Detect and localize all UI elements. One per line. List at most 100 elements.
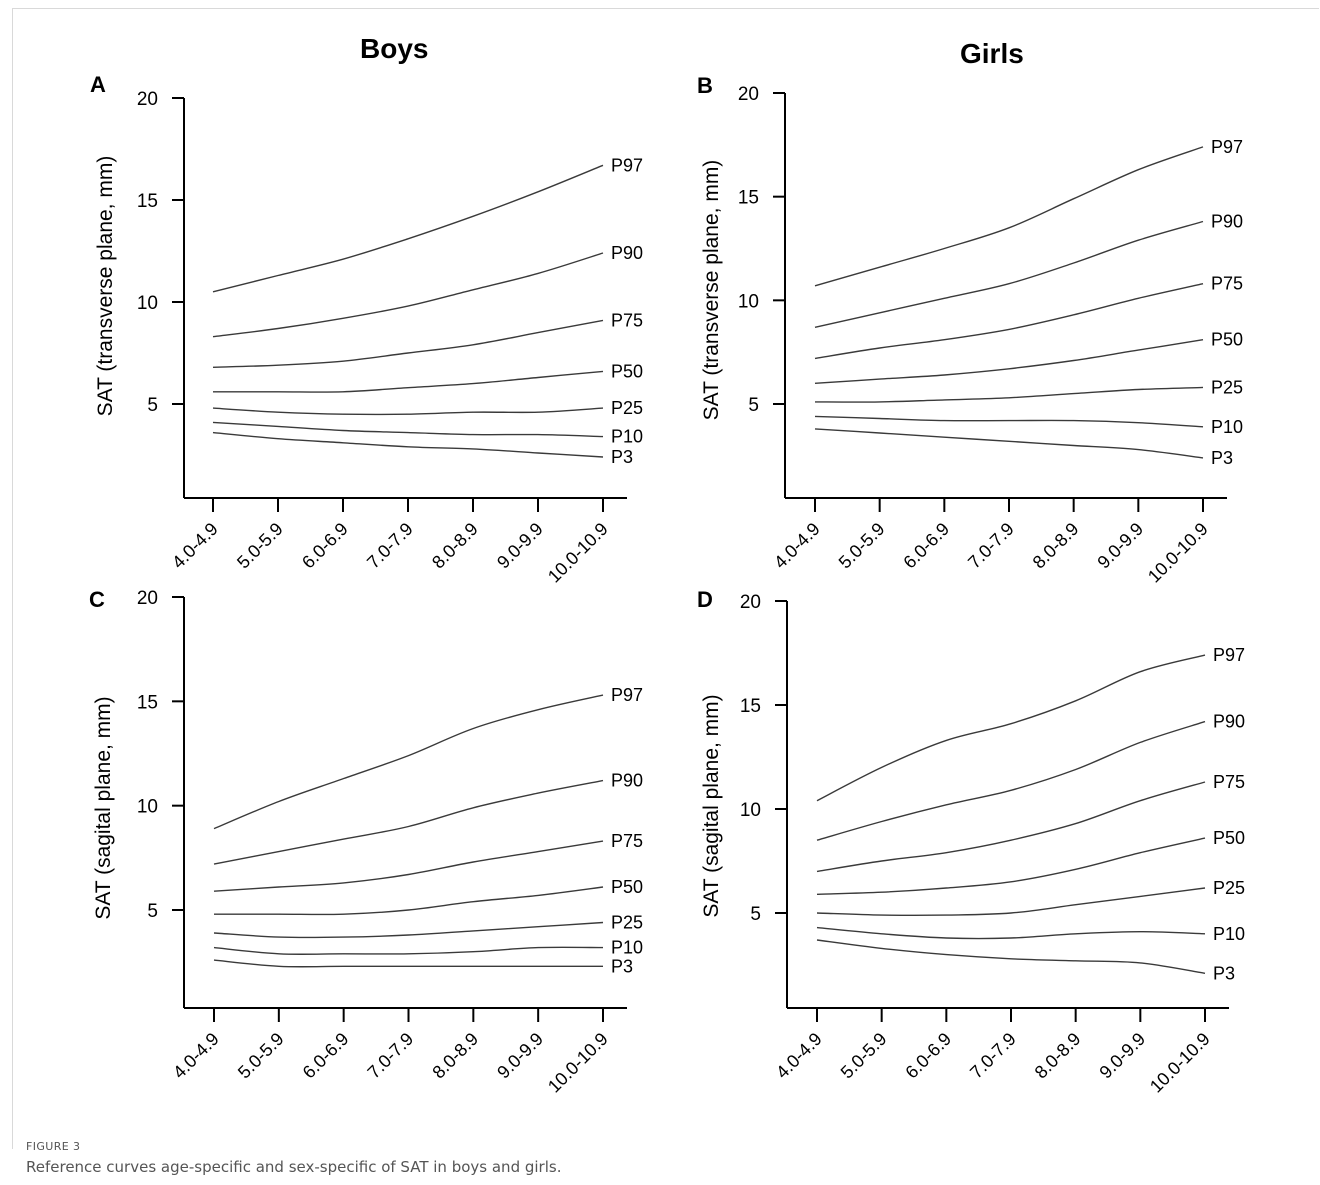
panel-c-series-label-p90: P90 <box>611 771 643 791</box>
panel-c-series-label-p10: P10 <box>611 938 643 958</box>
panel-a-label: A <box>90 72 106 97</box>
panel-d-x-tick-label: 9.0-9.9 <box>1095 1029 1149 1083</box>
panel-d-series-label-p25: P25 <box>1213 878 1245 898</box>
panel-d-y-axis-title: SAT (sagital plane, mm) <box>700 694 723 917</box>
panel-b-curve-p25 <box>814 386 1204 403</box>
panel-c-y-axis-title: SAT (sagital plane, mm) <box>92 696 115 919</box>
panel-a-curve-p50 <box>213 370 604 393</box>
panel-c-series-label-p50: P50 <box>611 877 643 897</box>
panel-c-curve-p25 <box>213 921 604 939</box>
panel-a-x-tick-label: 6.0-6.9 <box>298 519 352 573</box>
panel-a-y-axis-title: SAT (transverse plane, mm) <box>94 156 117 417</box>
panel-c-y-tick-label: 15 <box>137 692 158 713</box>
panel-b-curve-p50 <box>814 339 1204 384</box>
panel-b-curve-p90 <box>814 220 1204 328</box>
panel-b-series-label-p90: P90 <box>1211 212 1243 232</box>
panel-d-x-tick-label: 8.0-8.9 <box>1031 1029 1085 1083</box>
panel-b-y-tick-label: 15 <box>738 188 759 209</box>
panel-c-curve-p3 <box>213 959 603 968</box>
panel-c-label: C <box>89 587 105 612</box>
panel-b-curve-p75 <box>814 283 1204 360</box>
panel-a-series-label-p97: P97 <box>611 155 643 175</box>
panel-c-x-tick-label: 5.0-5.9 <box>234 1029 288 1083</box>
panel-b-y-tick-label: 20 <box>738 84 759 105</box>
column-title-boys: Boys <box>360 33 429 64</box>
panel-d-x-tick-label: 5.0-5.9 <box>837 1029 891 1083</box>
panel-d-x-tick-label: 10.0-10.9 <box>1146 1029 1214 1097</box>
panel-d-series-label-p97: P97 <box>1213 645 1245 665</box>
panel-d-curve-p25 <box>816 887 1206 917</box>
panel-a-series-label-p75: P75 <box>611 310 643 330</box>
panel-c-series-label-p75: P75 <box>611 831 643 851</box>
panel-a-curve-p90 <box>212 252 604 338</box>
panel-a-x-tick-label: 10.0-10.9 <box>544 519 612 587</box>
panel-b-y-axis-title: SAT (transverse plane, mm) <box>700 160 723 421</box>
panel-a-y-tick-label: 20 <box>137 89 158 110</box>
panel-a-curve-p25 <box>212 407 604 416</box>
figure-caption: Reference curves age-specific and sex-sp… <box>26 1158 562 1176</box>
panel-a-y-tick-label: 5 <box>147 395 158 416</box>
panel-a-x-tick-label: 8.0-8.9 <box>428 519 482 573</box>
panel-c-series-label-p3: P3 <box>611 956 633 976</box>
panel-c-x-tick-label: 10.0-10.9 <box>544 1029 612 1097</box>
panel-d-curve-p90 <box>816 720 1206 841</box>
panel-d-y-tick-label: 10 <box>740 800 761 821</box>
panel-d-x-tick-label: 4.0-4.9 <box>772 1029 826 1083</box>
panel-c-y-tick-label: 20 <box>137 588 158 609</box>
panel-c-curve-p10 <box>213 946 604 955</box>
panel-d-curve-p97 <box>816 654 1206 802</box>
panel-c-x-tick-label: 6.0-6.9 <box>299 1029 353 1083</box>
panel-c-curve-p97 <box>213 694 604 830</box>
panel-c-curve-p50 <box>214 886 604 916</box>
panel-b-x-tick-label: 7.0-7.9 <box>964 519 1018 573</box>
panel-b-series-label-p75: P75 <box>1211 274 1243 294</box>
panel-c-y-tick-label: 5 <box>147 901 158 922</box>
panel-b-series-label-p3: P3 <box>1211 448 1233 468</box>
panel-d-y-tick-label: 20 <box>740 592 761 613</box>
panel-a-series-label-p50: P50 <box>611 361 643 381</box>
panel-c-curve-p75 <box>213 840 604 892</box>
panel-c-x-tick-label: 9.0-9.9 <box>493 1029 547 1083</box>
panel-a-series-label-p3: P3 <box>611 447 633 467</box>
panel-c-x-tick-label: 4.0-4.9 <box>169 1029 223 1083</box>
panel-a-x-tick-label: 9.0-9.9 <box>493 519 547 573</box>
panel-d-label: D <box>697 587 713 612</box>
panel-a-x-tick-label: 4.0-4.9 <box>168 519 222 573</box>
panel-d-series-label-p50: P50 <box>1213 828 1245 848</box>
panel-a-curve-p97 <box>212 164 604 293</box>
chart-area: A 5 10 15 20 SAT (transverse plane, mm) 4.0-4.… <box>89 72 1245 1097</box>
panel-b-y-tick-label: 10 <box>738 291 759 312</box>
panel-b-curve-p10 <box>814 415 1204 428</box>
panel-b-y-tick-label: 5 <box>748 395 759 416</box>
panel-c-x-tick-label: 7.0-7.9 <box>364 1029 418 1083</box>
panel-b-curve-p97 <box>814 146 1204 287</box>
figure-frame <box>12 8 1319 1149</box>
panel-b-x-tick-label: 9.0-9.9 <box>1093 519 1147 573</box>
panel-a-y-tick-label: 15 <box>137 191 158 212</box>
panel-d-curve-p3 <box>816 939 1206 974</box>
panel-d-y-tick-label: 15 <box>740 696 761 717</box>
panel-d-x-tick-label: 7.0-7.9 <box>966 1029 1020 1083</box>
panel-c-curve-p90 <box>213 779 604 865</box>
panel-a-x-tick-label: 7.0-7.9 <box>363 519 417 573</box>
panel-d-series-label-p90: P90 <box>1213 712 1245 732</box>
panel-a-y-tick-label: 10 <box>137 293 158 314</box>
panel-d-curve-p10 <box>816 926 1206 940</box>
panel-b-series-label-p97: P97 <box>1211 137 1243 157</box>
panel-a-series-label-p90: P90 <box>611 243 643 263</box>
panel-a-series-label-p10: P10 <box>611 427 643 447</box>
panel-d-series-label-p10: P10 <box>1213 924 1245 944</box>
panel-a-curve-p3 <box>212 431 604 458</box>
panel-b-curve-p3 <box>814 428 1204 459</box>
figure-label: FIGURE 3 <box>26 1140 81 1153</box>
panel-d-x-tick-label: 6.0-6.9 <box>901 1029 955 1083</box>
panel-b-x-tick-label: 5.0-5.9 <box>835 519 889 573</box>
panel-c-series-label-p25: P25 <box>611 913 643 933</box>
panel-a-curve-p10 <box>212 421 604 438</box>
panel-b-x-tick-label: 6.0-6.9 <box>899 519 953 573</box>
panel-b-series-label-p25: P25 <box>1211 377 1243 397</box>
panel-c-series-label-p97: P97 <box>611 685 643 705</box>
panel-b-label: B <box>697 73 713 98</box>
panel-c-x-tick-label: 8.0-8.9 <box>428 1029 482 1083</box>
panel-a-curve-p75 <box>212 319 604 368</box>
